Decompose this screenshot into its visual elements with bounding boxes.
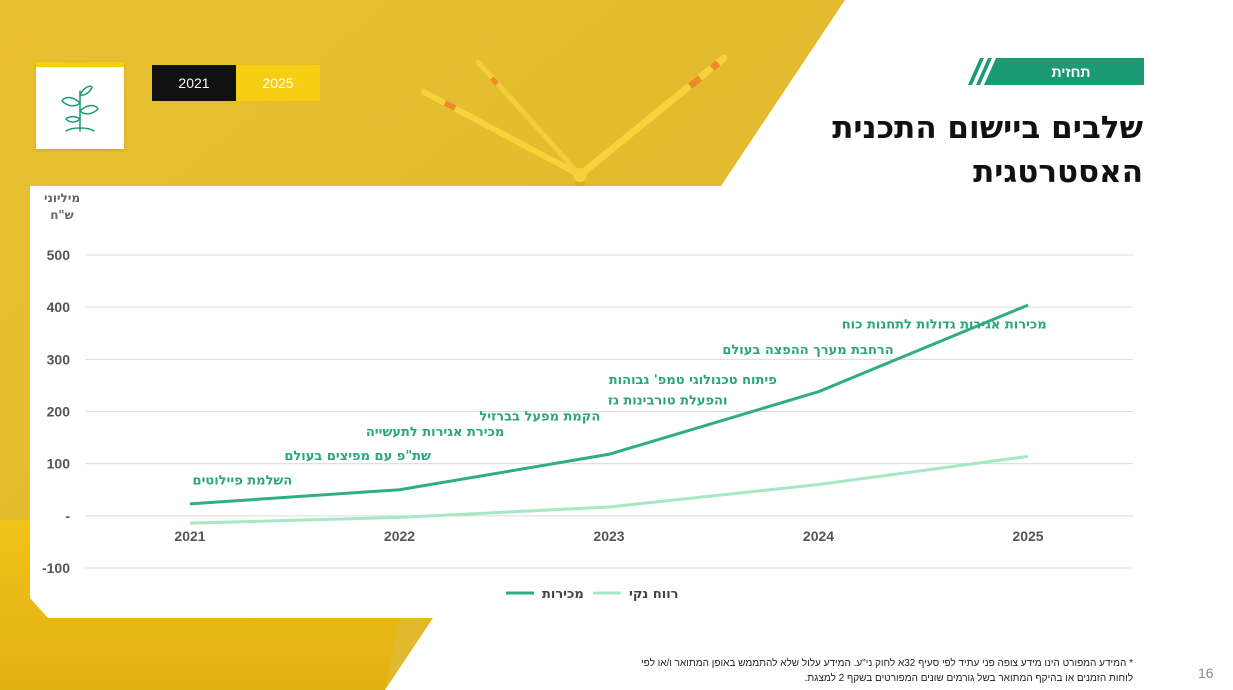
footnote: * המידע המפורט הינו מידע צופה פני עתיד ל… [493,656,1133,686]
grid-lines [85,254,1133,569]
chart-card-bg [30,186,1142,618]
chart-card: מיליוני ש"ח 500 400 300 200 100- -100 2021 202… [30,186,1142,618]
y-tick-label: 300 [47,351,71,367]
year-tab-end: 2025 [236,65,320,101]
milestone-annotation: השלמת פיילוטים [193,474,293,489]
x-tick-label: 2025 [1012,528,1043,544]
milestone-annotation: והפעלת טורבינות גז [608,394,728,409]
milestone-annotation: הקמת מפעל בברזיל [479,409,600,424]
x-tick-label: 2024 [803,528,834,544]
y-tick-label: 500 [47,247,71,263]
tag-stripes-icon [968,58,1144,85]
x-tick-label: 2023 [593,528,624,544]
milestone-annotations: השלמת פיילוטים שת"פ עם מפיצים בעולם מכירת … [193,318,1047,489]
legend-label: רווח נקי [629,587,679,602]
seedling-icon [61,85,99,132]
y-tick-label: 100 [47,456,71,472]
year-tabs: 2021 2025 [152,65,320,101]
legend-label: מכירות [542,587,584,602]
milestone-annotation: מכירת אגירות לתעשייה [366,425,504,440]
page-title-line2: האסטרטגית [973,154,1143,190]
legend: רווח נקי מכירות [506,587,679,602]
x-tick-label: 2022 [384,528,415,544]
footnote-line2: לוחות הזמנים או בהיקף המתואר בשל גורמים … [804,673,1133,684]
milestone-annotation: הרחבת מערך ההפצה בעולם [722,343,893,358]
page-title: שלבים ביישום התכנית האסטרטגית [723,106,1143,194]
milestone-annotation: מכירות אגירות גדולות לתחנות כוח [842,318,1047,333]
y-tick-labels: 500 400 300 200 100 - -100 [42,247,70,576]
series-lines [189,303,1029,525]
y-tick-label: - [65,508,70,524]
page-number: 16 [1198,665,1214,681]
wind-turbine-icon [421,54,728,192]
y-tick-label: -100 [42,560,70,576]
series-line [189,454,1029,525]
y-axis-label-line1: מיליוני [44,191,80,205]
milestone-annotation: פיתוח טכנולוגי טמפ' גבוהות [609,373,777,388]
x-tick-labels: 2021 2022 2023 2024 2025 [174,528,1043,544]
y-tick-label: 400 [47,299,71,315]
footnote-line1: * המידע המפורט הינו מידע צופה פני עתיד ל… [641,658,1133,669]
section-tag: תחזית [962,58,1144,85]
logo-box [36,62,124,149]
y-axis-label-line2: ש"ח [50,208,74,222]
milestone-annotation: שת"פ עם מפיצים בעולם [284,449,431,464]
y-tick-label: 200 [47,404,71,420]
series-line [189,303,1029,506]
page-title-line1: שלבים ביישום התכנית [832,110,1143,146]
x-tick-label: 2021 [174,528,205,544]
section-tag-label: תחזית [1051,63,1091,80]
year-tab-start: 2021 [152,65,236,101]
